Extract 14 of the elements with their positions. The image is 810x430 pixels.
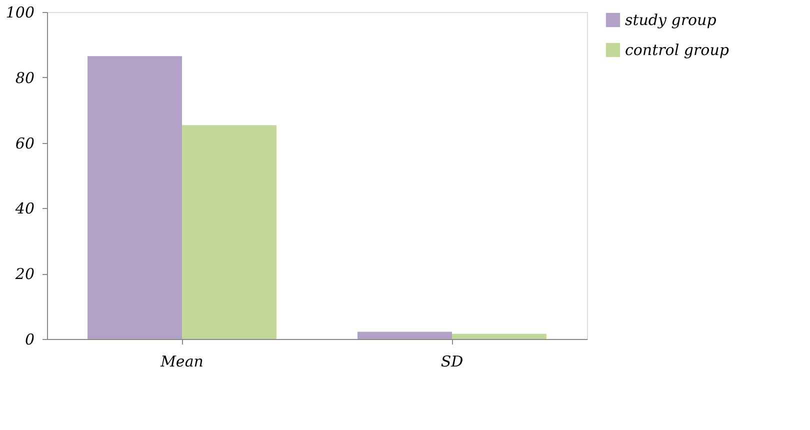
y-tick-label: 60 [15, 134, 35, 152]
y-tick-label: 100 [6, 4, 35, 22]
legend-label: study group [625, 11, 717, 29]
y-tick-label: 0 [24, 330, 35, 348]
legend-label: control group [625, 41, 730, 59]
y-tick-label: 20 [14, 265, 35, 284]
x-tick-label: Mean [160, 352, 204, 370]
x-tick-label: SD [440, 352, 464, 370]
y-tick-label: 40 [14, 200, 35, 218]
y-tick-label: 80 [15, 68, 35, 87]
bar [182, 125, 276, 339]
bar [88, 56, 182, 339]
bar [452, 334, 546, 339]
bar [358, 332, 452, 339]
